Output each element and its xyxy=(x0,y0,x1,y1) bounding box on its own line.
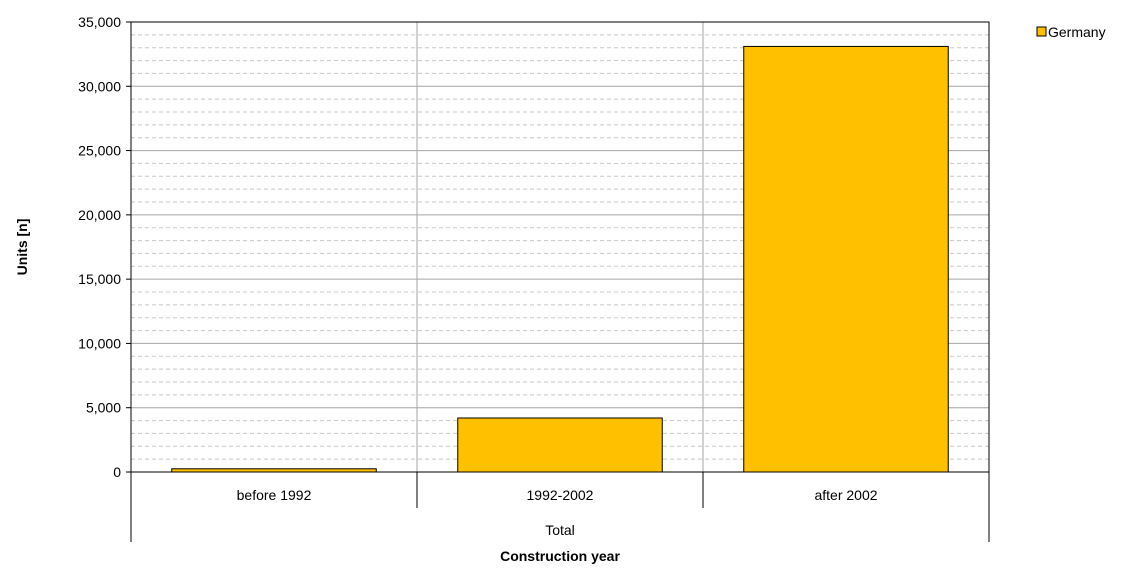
plot-area-border xyxy=(130,21,990,473)
legend-label-germany: Germany xyxy=(1048,24,1106,40)
bar-2 xyxy=(743,45,949,473)
x-axis-title: Construction year xyxy=(500,548,620,564)
y-tick-labels: 0 5,000 10,000 15,000 20,000 25,000 30,000 35,0… xyxy=(78,14,121,480)
axes xyxy=(126,21,990,542)
y-tick-label: 15,000 xyxy=(78,271,121,287)
y-tick-label: 5,000 xyxy=(86,400,121,416)
y-tick-label: 30,000 xyxy=(78,78,121,94)
y-tick-label: 0 xyxy=(113,464,121,480)
legend-swatch xyxy=(1036,26,1047,37)
y-axis-title: Units [n] xyxy=(14,219,30,276)
x-category-label: before 1992 xyxy=(237,487,312,503)
bars xyxy=(171,45,949,473)
y-tick-label: 35,000 xyxy=(78,14,121,30)
x-group-label: Total xyxy=(545,522,575,538)
legend: Germany xyxy=(1036,24,1106,40)
y-tick-label: 20,000 xyxy=(78,207,121,223)
x-category-labels: before 1992 1992-2002 after 2002 xyxy=(237,487,878,503)
bar-1 xyxy=(457,417,663,473)
x-category-label: 1992-2002 xyxy=(527,487,594,503)
y-tick-label: 25,000 xyxy=(78,143,121,159)
x-category-label: after 2002 xyxy=(814,487,877,503)
y-tick-label: 10,000 xyxy=(78,335,121,351)
